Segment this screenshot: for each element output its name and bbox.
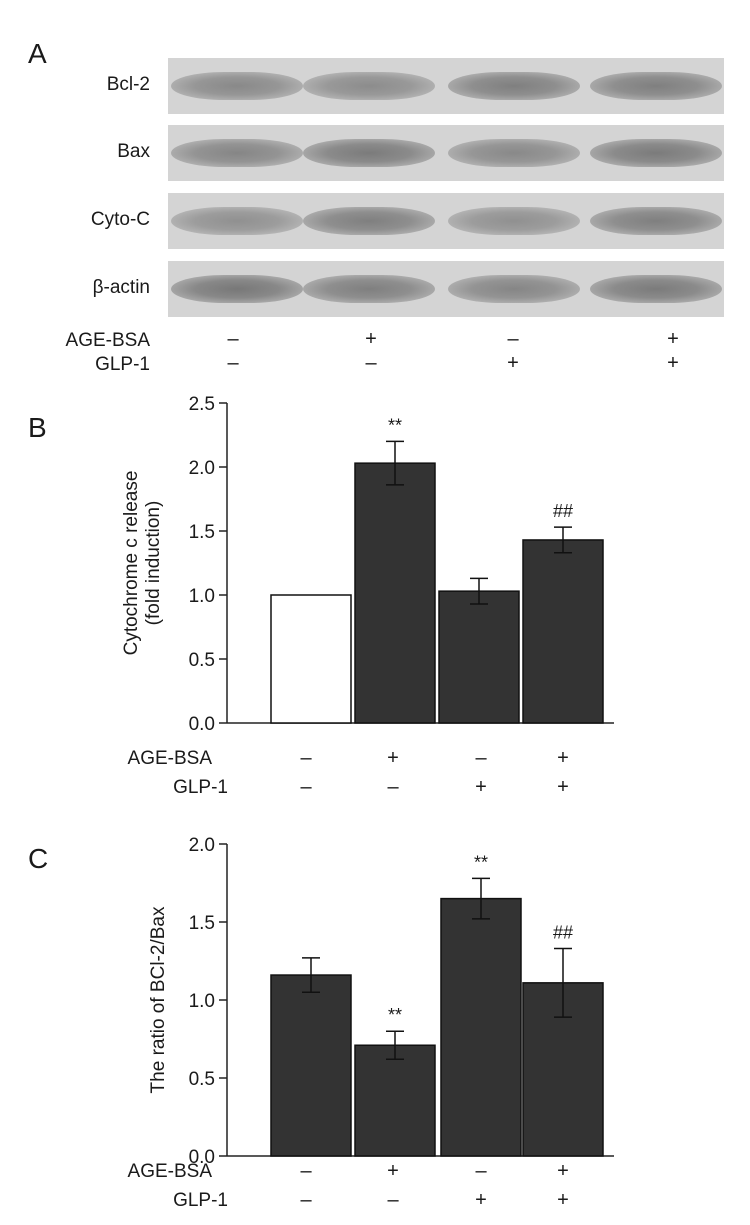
- significance-label: ##: [553, 923, 573, 943]
- condition-label: GLP-1: [173, 777, 228, 798]
- blot-band: [448, 207, 580, 235]
- condition-sign: –: [300, 776, 312, 798]
- condition-sign: –: [387, 1189, 399, 1211]
- condition-sign: +: [365, 328, 377, 350]
- blot-band: [590, 275, 722, 303]
- condition-sign: +: [475, 776, 487, 798]
- y-tick-label: 0.0: [189, 1147, 215, 1168]
- blot-strip: [168, 125, 724, 181]
- blot-band: [590, 139, 722, 167]
- blot-strip: [168, 261, 724, 317]
- y-tick-label: 2.0: [189, 835, 215, 856]
- y-axis-label: The ratio of BCl-2/Bax: [148, 906, 169, 1093]
- condition-sign: –: [365, 352, 377, 374]
- y-tick-label: 1.0: [189, 991, 215, 1012]
- y-tick-label: 1.0: [189, 586, 215, 607]
- condition-label: GLP-1: [95, 354, 150, 375]
- significance-label: ##: [553, 501, 573, 521]
- blot-label: Cyto-C: [90, 209, 150, 230]
- y-tick-label: 1.5: [189, 522, 215, 543]
- blot-band: [303, 207, 435, 235]
- blot-strip: [168, 193, 724, 249]
- condition-label: AGE-BSA: [128, 748, 213, 769]
- cytochrome-release-chart: 0.0 0.5 1.0 1.5 2.0 2.5 Cytochrome c release (f…: [121, 394, 614, 798]
- blot-band: [590, 72, 722, 100]
- y-tick-label: 0.0: [189, 714, 215, 735]
- significance-label: **: [388, 415, 402, 435]
- blot-band: [303, 72, 435, 100]
- condition-sign: +: [557, 1189, 569, 1211]
- bar: [354, 1044, 436, 1157]
- bcl2-bax-ratio-chart: 0.0 0.5 1.0 1.5 2.0 The ratio of BCl-2/Bax ** *…: [128, 835, 614, 1211]
- bar: [522, 539, 604, 724]
- condition-sign: +: [667, 328, 679, 350]
- condition-label: GLP-1: [173, 1190, 228, 1211]
- bar: [270, 594, 352, 724]
- blot-label: Bax: [117, 141, 150, 162]
- bar: [440, 897, 522, 1157]
- blot-band: [171, 72, 303, 100]
- y-tick-label: 2.0: [189, 458, 215, 479]
- blot-strip: [168, 58, 724, 114]
- condition-sign: +: [557, 1160, 569, 1182]
- condition-sign: +: [557, 776, 569, 798]
- bar: [354, 462, 436, 724]
- blot-band: [171, 275, 303, 303]
- condition-sign: +: [667, 352, 679, 374]
- blot-band: [448, 72, 580, 100]
- condition-sign: +: [387, 1160, 399, 1182]
- significance-label: **: [474, 852, 488, 872]
- y-tick-label: 0.5: [189, 650, 215, 671]
- condition-sign: –: [227, 352, 239, 374]
- blot-label: β-actin: [92, 277, 150, 298]
- condition-sign: –: [300, 1189, 312, 1211]
- condition-sign: –: [387, 776, 399, 798]
- y-tick-label: 1.5: [189, 913, 215, 934]
- condition-sign: –: [300, 747, 312, 769]
- significance-label: **: [388, 1005, 402, 1025]
- y-axis-label-line2: (fold induction): [143, 501, 164, 626]
- blot-band: [303, 139, 435, 167]
- condition-sign: –: [475, 747, 487, 769]
- condition-sign: +: [475, 1189, 487, 1211]
- bar: [270, 974, 352, 1157]
- panel-b-letter: B: [28, 412, 47, 443]
- panel-a-letter: A: [28, 38, 47, 69]
- condition-sign: –: [507, 328, 519, 350]
- blot-band: [171, 139, 303, 167]
- condition-label: AGE-BSA: [65, 330, 150, 351]
- blot-band: [448, 139, 580, 167]
- y-tick-label: 0.5: [189, 1069, 215, 1090]
- condition-sign: –: [227, 328, 239, 350]
- blot-band: [448, 275, 580, 303]
- panel-c-letter: C: [28, 843, 49, 874]
- bar: [438, 590, 520, 724]
- condition-sign: +: [557, 747, 569, 769]
- condition-sign: +: [387, 747, 399, 769]
- condition-label: AGE-BSA: [128, 1161, 213, 1182]
- y-axis-label: Cytochrome c release: [121, 471, 142, 656]
- y-tick-label: 2.5: [189, 394, 215, 415]
- blot-label: Bcl-2: [106, 74, 150, 95]
- condition-sign: –: [300, 1160, 312, 1182]
- blot-band: [590, 207, 722, 235]
- blot-band: [171, 207, 303, 235]
- blot-band: [303, 275, 435, 303]
- condition-sign: –: [475, 1160, 487, 1182]
- condition-sign: +: [507, 352, 519, 374]
